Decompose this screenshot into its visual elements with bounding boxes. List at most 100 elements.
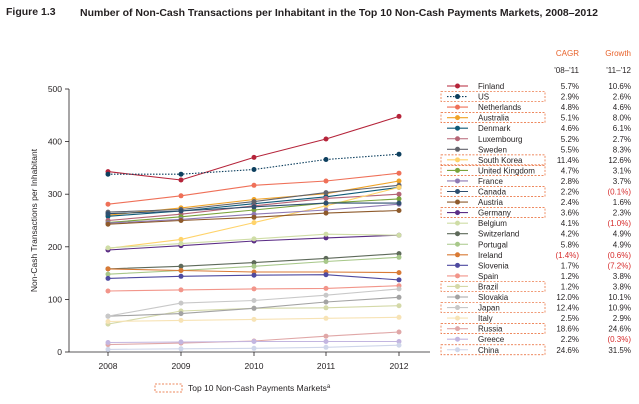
data-point [396,196,402,202]
legend-row-luxembourg: Luxembourg 5.2% 2.7% [447,135,631,144]
figure-title: Number of Non-Cash Transactions per Inha… [80,7,598,19]
chart-legend: CAGR Growth '08–'11 '11–'12 Finland 5.7% 1… [440,49,632,356]
legend-growth: 3.1% [613,166,631,175]
data-point [251,154,257,160]
legend-cagr: 24.6% [556,346,579,355]
y-tick-label: 100 [48,294,62,304]
series-austria [105,208,402,227]
legend-label: Brazil [478,282,498,291]
legend-growth: 3.8% [613,282,631,291]
legend-swatch-marker [455,231,460,237]
legend-growth: 3.7% [613,177,631,186]
data-point [396,200,402,206]
legend-swatch-marker [455,252,460,258]
data-point [178,208,184,214]
legend-swatch-marker [455,241,460,247]
legend-row-japan: Japan 12.4% 10.9% [440,302,631,313]
legend-label: Russia [478,325,503,334]
data-point [396,303,402,309]
data-point [323,190,329,196]
data-point [178,177,184,183]
top10-highlight [440,165,546,176]
legend-cagr: 2.8% [561,177,579,186]
data-point [323,305,329,311]
chart-series [105,113,402,352]
legend-label: United Kingdom [478,166,535,175]
x-tick-label: 2010 [245,361,264,371]
legend-label: Denmark [478,124,511,133]
data-point [396,294,402,300]
legend-cagr: 1.2% [561,282,579,291]
legend-swatch-marker [455,273,460,279]
top10-highlight [440,186,546,197]
series-russia [105,329,402,348]
data-point [178,317,184,323]
x-tick-label: 2012 [390,361,409,371]
data-point [251,204,257,210]
legend-label: Netherlands [478,103,521,112]
legend-cagr: 4.8% [561,103,579,112]
data-point [396,232,402,238]
data-point [251,182,257,188]
legend-label: Finland [478,82,504,91]
data-point [178,311,184,317]
top10-highlight [440,91,546,102]
data-point [396,339,402,344]
legend-cagr: 3.6% [561,209,579,218]
legend-swatch-marker [455,94,460,100]
data-point [105,346,111,352]
y-tick-label: 500 [48,84,62,94]
legend-swatch-marker [455,83,460,89]
legend-row-spain: Spain 1.2% 3.8% [447,272,631,281]
legend-label: South Korea [478,156,523,165]
legend-growth: 24.6% [608,325,631,334]
data-point [323,231,329,237]
data-point [178,268,184,273]
data-point [396,329,402,335]
data-point [178,346,184,352]
footnote-label: Top 10 Non-Cash Payments Marketsa [188,383,331,393]
legend-label: Belgium [478,219,507,228]
data-point [178,236,184,242]
legend-swatch-marker [455,305,460,311]
data-point [251,298,257,303]
series-belgium [105,231,402,251]
chart-axes: 0 100 200 300 400 500 2008 2009 2010 2011 2012 Non-… [29,84,430,371]
legend-cagr: 2.4% [561,198,579,207]
legend-label: Switzerland [478,230,519,239]
data-point [323,333,329,339]
footnote-swatch [154,383,183,393]
series-finland [105,113,402,183]
footnote: Top 10 Non-Cash Payments Marketsa [154,383,331,393]
data-point [396,113,402,119]
legend-growth: 4.6% [613,103,631,112]
legend-row-russia: Russia 18.6% 24.6% [440,323,631,334]
series-canada [105,200,402,217]
legend-swatch-marker [455,189,460,194]
data-point [396,208,402,213]
data-point [323,235,329,241]
legend-row-slovenia: Slovenia 1.7% (7.2%) [447,261,631,270]
legend-row-denmark: Denmark 4.6% 6.1% [447,124,631,133]
legend-label: Sweden [478,145,507,154]
data-point [251,199,257,205]
data-point [396,270,402,276]
legend-label: Australia [478,114,510,123]
data-point [396,184,402,190]
data-point [251,260,257,266]
top10-highlight [440,154,546,166]
data-point [105,340,111,345]
legend-growth: 2.6% [613,93,631,102]
data-point [178,339,184,345]
data-point [251,214,257,220]
legend-swatch-marker [455,220,460,226]
data-point [178,241,184,247]
data-point [323,292,329,298]
legend-cagr: 2.2% [561,335,579,344]
legend-swatch-marker [455,347,460,353]
series-germany [105,232,402,253]
legend-cagr: 5.7% [561,82,579,91]
data-point [178,287,184,293]
legend-label: Slovenia [478,261,509,270]
